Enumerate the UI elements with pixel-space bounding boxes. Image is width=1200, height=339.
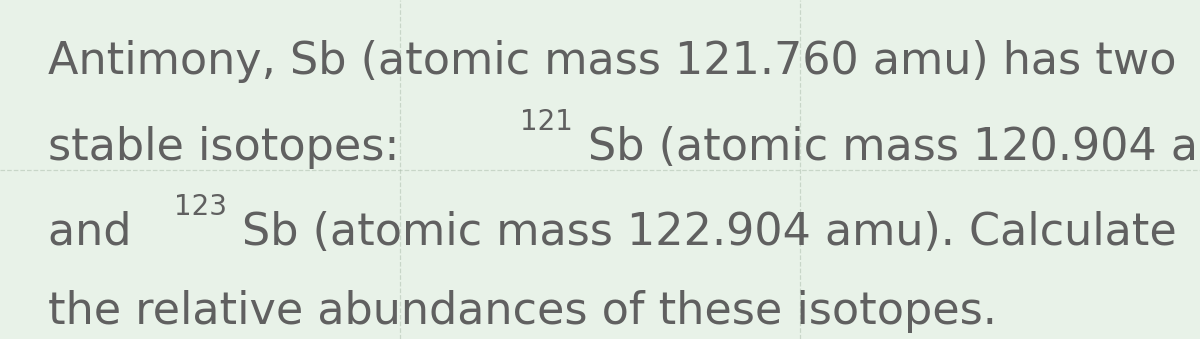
Text: Sb (atomic mass 122.904 amu). Calculate: Sb (atomic mass 122.904 amu). Calculate bbox=[242, 211, 1177, 254]
Text: stable isotopes:: stable isotopes: bbox=[48, 126, 414, 169]
Text: 121: 121 bbox=[520, 108, 572, 136]
Text: the relative abundances of these isotopes.: the relative abundances of these isotope… bbox=[48, 291, 997, 333]
Text: Antimony, Sb (atomic mass 121.760 amu) has two: Antimony, Sb (atomic mass 121.760 amu) h… bbox=[48, 40, 1176, 82]
Text: Sb (atomic mass 120.904 amu): Sb (atomic mass 120.904 amu) bbox=[588, 126, 1200, 169]
Text: and: and bbox=[48, 211, 145, 254]
Text: 123: 123 bbox=[174, 193, 227, 221]
